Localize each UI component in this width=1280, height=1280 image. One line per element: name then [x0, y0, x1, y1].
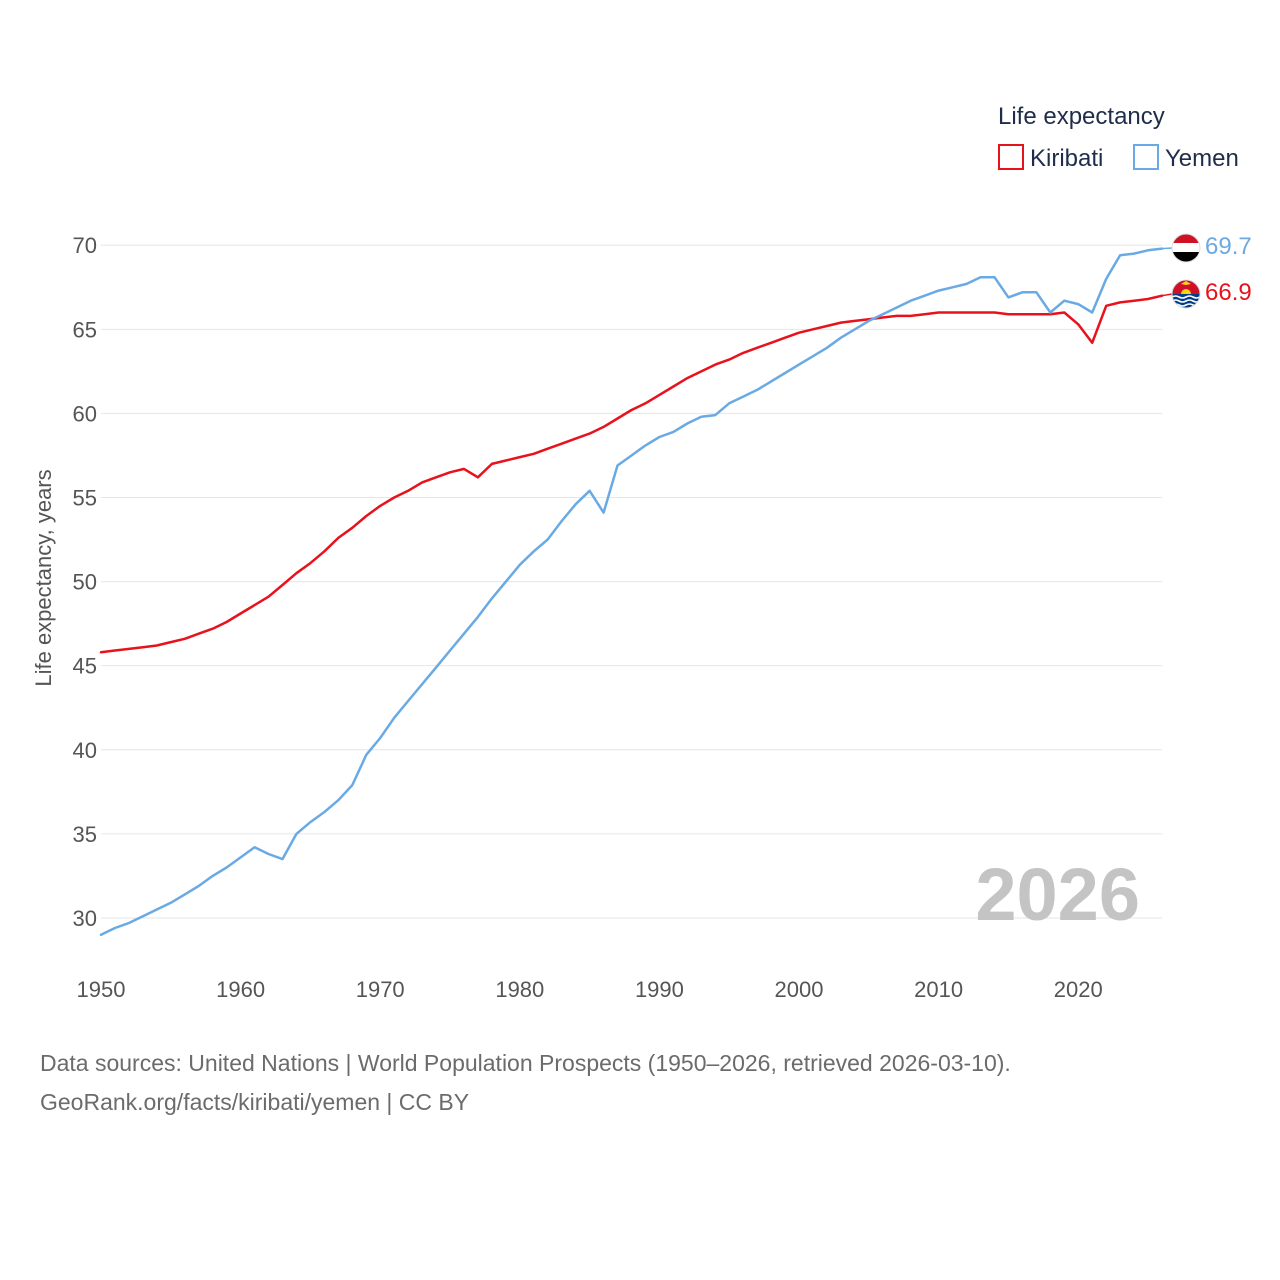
y-tick-label: 45 [73, 654, 97, 679]
y-tick-label: 55 [73, 486, 97, 511]
yemen-flag-icon [1172, 234, 1200, 262]
life-expectancy-chart: Life expectancy Kiribati Yemen 30 35 40 45 5… [31, 103, 1252, 1002]
y-tick-label: 70 [73, 233, 97, 258]
series-line-kiribati[interactable] [99, 294, 1164, 654]
y-axis-title: Life expectancy, years [31, 469, 56, 686]
y-axis-ticks: 30 35 40 45 50 55 60 65 70 [73, 233, 97, 931]
end-connector-yemen [1161, 247, 1173, 250]
y-tick-label: 65 [73, 317, 97, 342]
x-tick-label: 1980 [495, 977, 544, 1002]
x-tick-label: 2000 [775, 977, 824, 1002]
legend-item-yemen[interactable]: Yemen [1133, 144, 1239, 172]
x-tick-label: 1990 [635, 977, 684, 1002]
credit-text[interactable]: GeoRank.org/facts/kiribati/yemen | CC BY [40, 1089, 470, 1115]
legend-swatch-kiribati [998, 144, 1024, 170]
x-axis-ticks: 1950 1960 1970 1980 1990 2000 2010 2020 [77, 977, 1103, 1002]
legend-title: Life expectancy [998, 103, 1165, 130]
data-source-text: Data sources: United Nations | World Pop… [40, 1050, 1011, 1076]
legend-swatch-yemen [1133, 144, 1159, 170]
current-year-watermark: 2026 [975, 853, 1140, 936]
x-tick-label: 2010 [914, 977, 963, 1002]
legend-item-kiribati[interactable]: Kiribati [998, 144, 1103, 172]
legend-label-yemen: Yemen [1165, 145, 1239, 172]
legend-label-kiribati: Kiribati [1030, 145, 1103, 172]
end-label-kiribati: 66.9 [1205, 279, 1252, 306]
y-tick-label: 30 [73, 906, 97, 931]
x-tick-label: 1950 [77, 977, 126, 1002]
y-tick-label: 50 [73, 570, 97, 595]
x-tick-label: 2020 [1054, 977, 1103, 1002]
y-tick-label: 40 [73, 738, 97, 763]
end-connector-kiribati [1161, 293, 1173, 297]
kiribati-flag-icon [1172, 280, 1200, 308]
series-line-yemen[interactable] [99, 247, 1164, 937]
source-footer: Data sources: United Nations | World Pop… [40, 1044, 1240, 1122]
end-label-yemen: 69.7 [1205, 233, 1252, 260]
x-tick-label: 1960 [216, 977, 265, 1002]
gridlines [101, 244, 1162, 919]
y-tick-label: 60 [73, 401, 97, 426]
y-tick-label: 35 [73, 822, 97, 847]
x-tick-label: 1970 [356, 977, 405, 1002]
